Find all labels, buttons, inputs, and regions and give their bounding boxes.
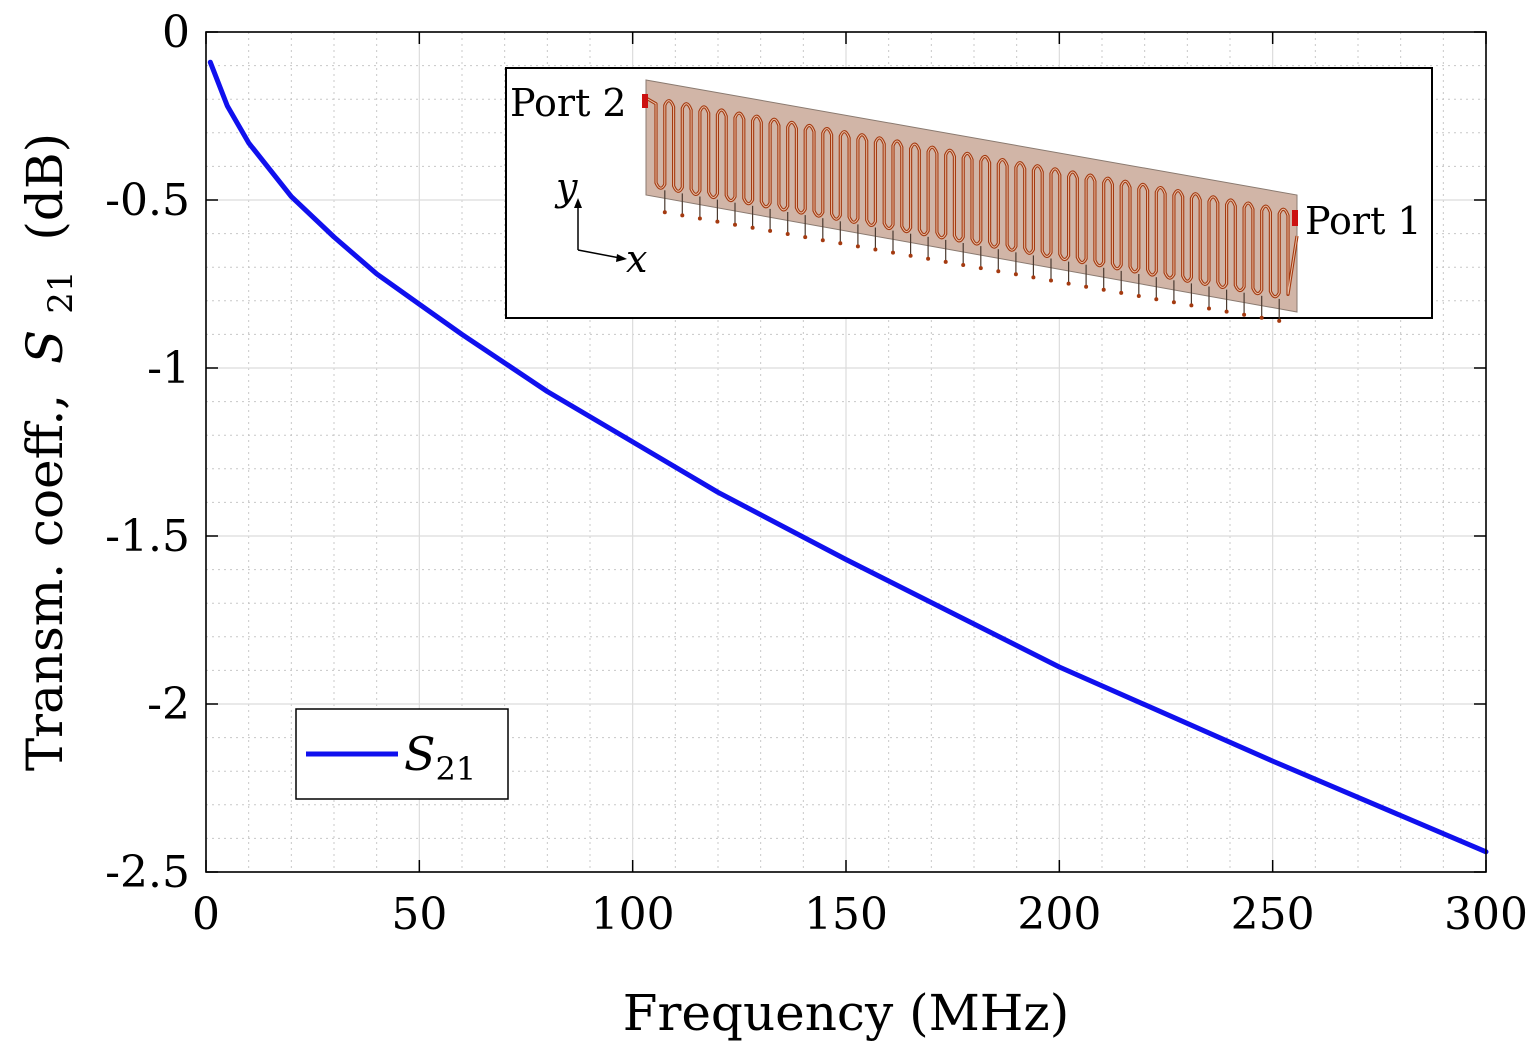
inset-pins bbox=[642, 94, 1298, 323]
y-tick-labels: 0 -0.5 -1 -1.5 -2 -2.5 bbox=[105, 7, 190, 898]
x-axis-title: Frequency (MHz) bbox=[623, 984, 1069, 1042]
inset-pin-dot bbox=[908, 253, 913, 258]
legend-label: S21 bbox=[404, 727, 476, 788]
legend-label-sub: 21 bbox=[436, 750, 477, 788]
inset-axis-y-arrowhead bbox=[574, 198, 582, 208]
inset-pin-dot bbox=[1171, 300, 1176, 305]
inset-axis-y-label: y bbox=[554, 165, 578, 209]
inset-pin-dot bbox=[873, 247, 878, 252]
x-tick-label: 0 bbox=[192, 889, 220, 940]
series-line-s21 bbox=[207, 59, 1489, 855]
inset-pin-dot bbox=[1031, 275, 1036, 280]
inset-pin-dot bbox=[943, 259, 948, 264]
inset-axis-x-arrow bbox=[577, 249, 621, 259]
inset-pin-dot bbox=[1207, 306, 1211, 311]
inset-pin-dot bbox=[697, 216, 702, 221]
inset-pin-dot bbox=[715, 219, 720, 224]
inset-pin-dot bbox=[1084, 284, 1089, 289]
inset-pin-dot bbox=[1049, 278, 1053, 283]
inset-pin-dot bbox=[785, 232, 790, 236]
inset-port2-label: Port 2 bbox=[510, 81, 627, 125]
inset-pin-dot bbox=[838, 241, 843, 246]
y-axis-title-suffix: (dB) bbox=[16, 133, 74, 241]
inset-meander-highlight bbox=[645, 97, 1298, 298]
x-tick-label: 300 bbox=[1444, 889, 1528, 940]
inset-axis-x-arrowhead bbox=[616, 254, 627, 262]
y-axis-title-var: S bbox=[16, 330, 74, 364]
x-tick-labels: 0 50 100 150 200 250 300 bbox=[192, 889, 1528, 940]
inset-port2-marker bbox=[642, 94, 648, 108]
y-axis-title: Transm. coeff., S 21 (dB) bbox=[16, 133, 84, 771]
ticks-layer bbox=[205, 31, 1487, 873]
y-tick-label: -1 bbox=[147, 343, 190, 394]
inset-pin-dot bbox=[1154, 297, 1159, 302]
y-tick-label: -0.5 bbox=[105, 175, 190, 226]
series-layer bbox=[207, 59, 1489, 855]
x-tick-label: 100 bbox=[591, 889, 675, 940]
legend-label-var: S bbox=[404, 727, 436, 781]
inset-pin-dot bbox=[1119, 290, 1124, 295]
y-tick-label: 0 bbox=[162, 7, 190, 58]
inset-pin-dot bbox=[1224, 309, 1229, 314]
inset-pin-dot bbox=[1101, 287, 1106, 292]
inset-pin-dot bbox=[820, 238, 825, 243]
inset-pin-dot bbox=[961, 263, 966, 267]
inset-port1-marker bbox=[1292, 210, 1298, 226]
inset-pin-dot bbox=[978, 266, 983, 271]
inset-pin-dot bbox=[1242, 312, 1247, 317]
inset-pin-dot bbox=[891, 250, 895, 255]
inset-pin-dot bbox=[1066, 281, 1071, 286]
y-tick-label: -1.5 bbox=[105, 511, 190, 562]
inset-pin-dot bbox=[662, 210, 667, 215]
inset-axis-x-label: x bbox=[626, 237, 647, 281]
x-tick-label: 200 bbox=[1017, 889, 1101, 940]
x-tick-label: 250 bbox=[1231, 889, 1315, 940]
inset-pin-dot bbox=[803, 235, 808, 240]
inset-pin-dot bbox=[1136, 294, 1141, 298]
inset-pin-dot bbox=[680, 213, 685, 218]
x-tick-label: 150 bbox=[804, 889, 888, 940]
legend: S21 bbox=[295, 708, 509, 800]
y-axis-title-prefix: Transm. coeff., bbox=[16, 394, 74, 771]
inset-meander-line bbox=[645, 96, 1299, 299]
inset-axes-indicator: y x bbox=[554, 165, 647, 281]
x-tick-label: 50 bbox=[391, 889, 447, 940]
inset-port1-label: Port 1 bbox=[1305, 199, 1422, 243]
inset-pin-dot bbox=[1189, 303, 1194, 308]
inset-geometry: Port 2 Port 1 y x bbox=[505, 67, 1433, 323]
inset-pin-dot bbox=[996, 269, 1001, 274]
inset-pin-dot bbox=[768, 228, 773, 233]
inset-pin-dot bbox=[1013, 272, 1018, 277]
y-tick-label: -2 bbox=[147, 679, 190, 730]
inset-pin-dot bbox=[733, 222, 737, 227]
inset-pin-dot bbox=[1277, 318, 1282, 323]
inset-pin-dot bbox=[750, 225, 755, 230]
inset-pin-dot bbox=[926, 256, 931, 261]
inset-pin-dot bbox=[1259, 315, 1264, 320]
y-axis-title-sub: 21 bbox=[41, 270, 81, 313]
inset-pin-dot bbox=[855, 244, 860, 249]
y-tick-label: -2.5 bbox=[105, 847, 190, 898]
